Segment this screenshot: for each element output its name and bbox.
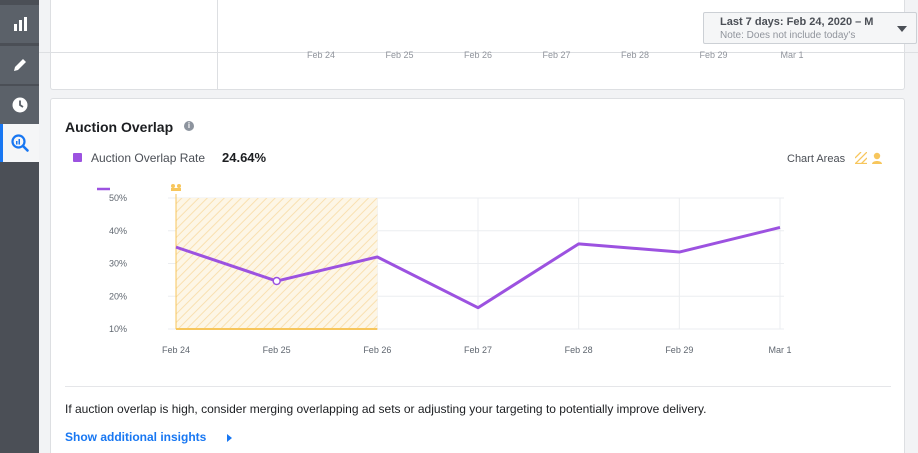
audience-insights-icon (10, 134, 29, 152)
auction-overlap-chart: 10% 20% 30% 40% 50% Feb 24 Feb 25 Feb 26 Feb 27 F… (97, 184, 792, 355)
section-divider (65, 386, 891, 387)
x-tick-label: Feb 28 (565, 345, 593, 355)
auction-overlap-card: Auction Overlap i Auction Overlap Rate 2… (50, 98, 905, 453)
clock-icon (12, 97, 27, 113)
sidebar-item-insights[interactable] (0, 124, 39, 162)
column-divider (217, 0, 218, 89)
highlight-marker-person-icon (177, 184, 181, 188)
card-title: Auction Overlap (65, 119, 174, 135)
y-tick-label: 30% (109, 259, 127, 269)
date-range-label: Last 7 days: Feb 24, 2020 – M (720, 16, 874, 28)
top-axis-label: Mar 1 (780, 50, 804, 60)
top-axis-label: Feb 26 (463, 50, 493, 60)
sidebar-item-reports[interactable] (0, 5, 39, 43)
insight-text: If auction overlap is high, consider mer… (65, 402, 707, 416)
top-axis-label: Feb 25 (385, 50, 414, 60)
main-content: Feb 24 Feb 25 Feb 26 Feb 27 Feb 28 Feb 29 Mar … (39, 0, 918, 453)
x-tick-label: Feb 26 (363, 345, 391, 355)
pencil-icon (13, 59, 26, 71)
bar-chart-icon (13, 17, 27, 31)
y-tick-label: 50% (109, 193, 127, 203)
y-tick-label: 40% (109, 226, 127, 236)
person-icon[interactable] (871, 152, 883, 164)
chart-areas-label: Chart Areas (787, 153, 846, 165)
x-tick-label: Feb 25 (263, 345, 291, 355)
x-tick-label: Mar 1 (768, 345, 791, 355)
legend-swatch (73, 153, 82, 162)
y-tick-label: 10% (109, 324, 127, 334)
top-axis-label: Feb 27 (542, 50, 571, 60)
x-tick-label: Feb 29 (665, 345, 693, 355)
date-range-note: Note: Does not include today's (720, 30, 856, 41)
sidebar-item-edit[interactable] (0, 46, 39, 84)
date-range-picker[interactable]: Last 7 days: Feb 24, 2020 – M Note: Does… (703, 12, 917, 44)
sidebar-item-history[interactable] (0, 86, 39, 124)
chevron-right-icon (227, 434, 232, 442)
legend-label: Auction Overlap Rate (91, 151, 206, 165)
top-axis-label: Feb 29 (699, 50, 728, 60)
data-point-highlighted (272, 276, 281, 286)
x-tick-label: Feb 27 (464, 345, 492, 355)
chevron-down-icon (897, 26, 907, 32)
info-icon[interactable]: i (184, 121, 194, 131)
x-tick-label: Feb 24 (162, 345, 190, 355)
header-divider (39, 52, 918, 53)
top-axis-label: Feb 24 (306, 50, 336, 60)
legend-value: 24.64% (222, 150, 267, 165)
show-additional-insights-link[interactable]: Show additional insights (65, 430, 207, 444)
sidebar (0, 0, 39, 453)
highlight-marker-person-icon (171, 184, 175, 188)
y-tick-label: 20% (109, 291, 127, 301)
chart-area-hatch-icon[interactable] (855, 152, 867, 164)
highlight-marker-person-icon (171, 188, 181, 191)
top-axis-label: Feb 28 (620, 50, 650, 60)
